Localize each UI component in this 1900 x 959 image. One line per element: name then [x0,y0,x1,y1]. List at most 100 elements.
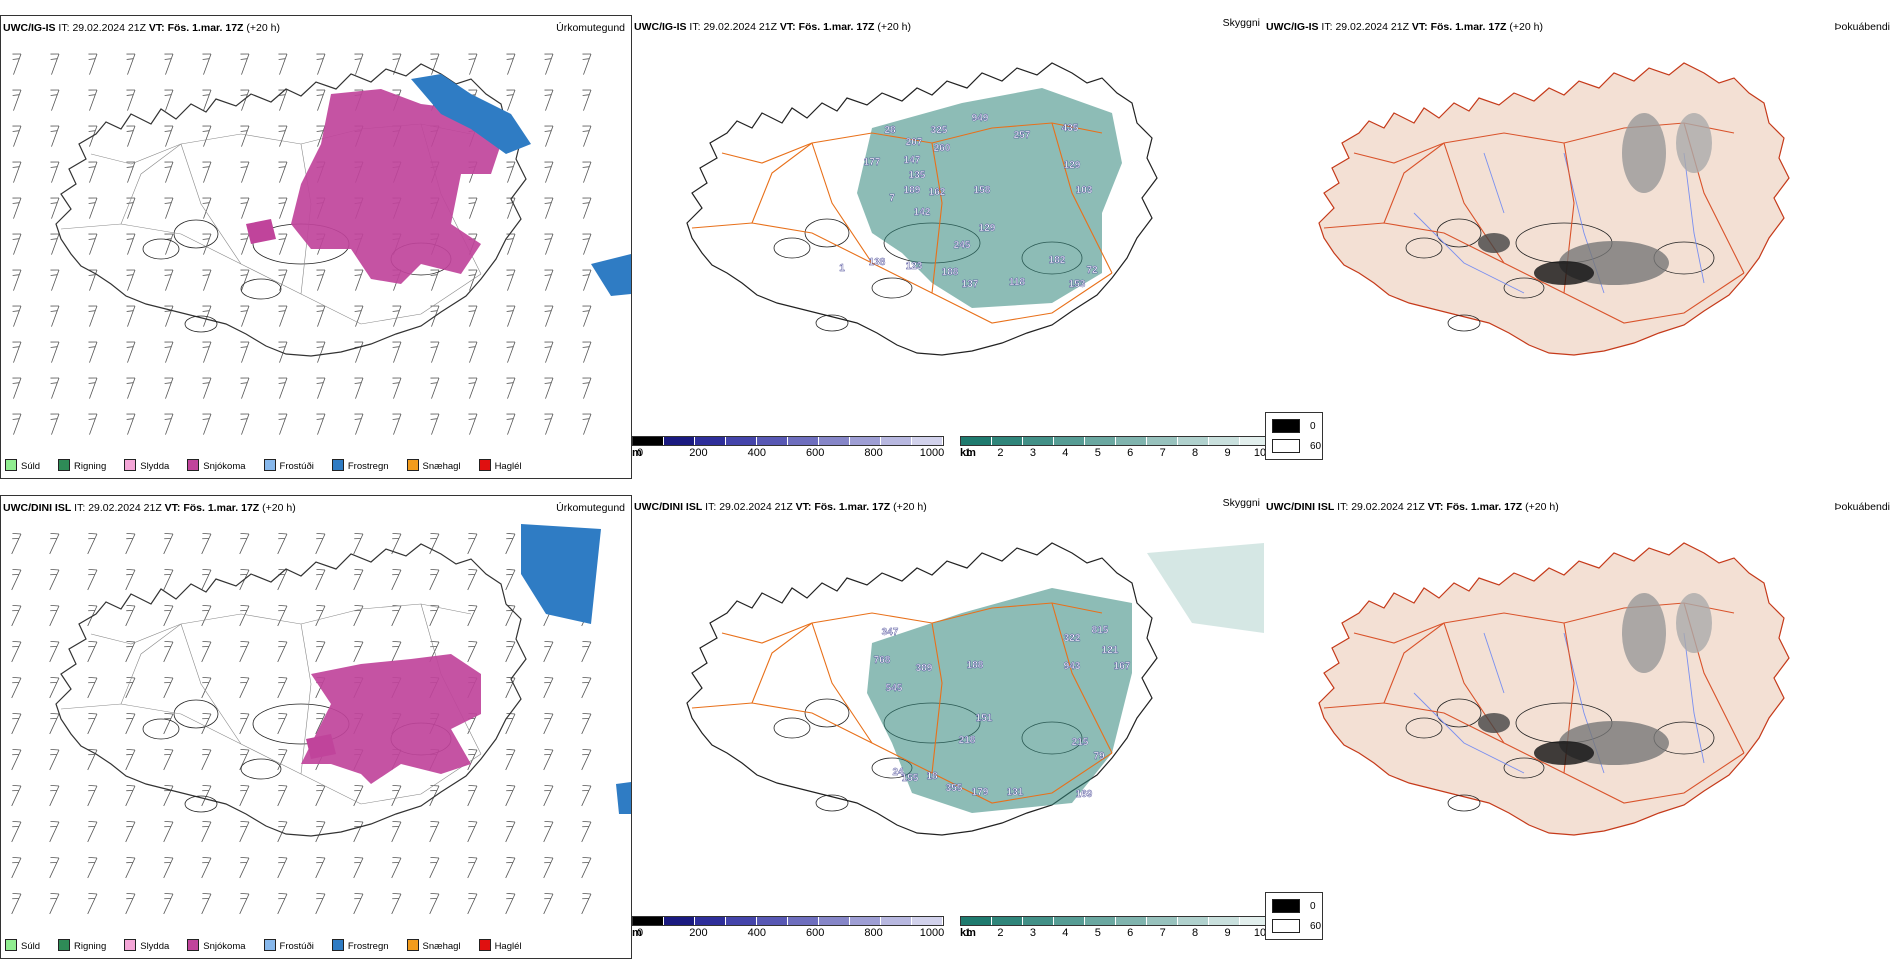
wind-barb-icon [582,305,592,327]
wind-barb-icon [353,892,364,915]
road-line [60,223,482,325]
glacier-outline [1405,237,1443,259]
wind-barb-icon [392,305,402,327]
glacier-outline [1436,218,1482,248]
wind-barb-icon [543,676,554,699]
legend-label: Frostúði [279,461,314,472]
wind-barb-icon [239,748,250,771]
legend-item: Frostúði [263,939,314,952]
wind-barb-icon [429,784,440,807]
visibility-scale-bottom: km 1 2 3 4 5 6 7 8 9 10 [960,916,1272,939]
legend-item: Frostregn [331,459,389,472]
wind-barb-icon [353,640,364,663]
wind-barb-icon [315,568,326,591]
wind-barb-icon [11,532,22,555]
wind-barb-icon [12,413,22,435]
wind-barb-icon [581,640,592,663]
wind-barb-icon [354,377,364,399]
legend-item: Haglél [478,939,522,952]
river-line [1683,632,1705,764]
wind-barb-icon [163,712,174,735]
scale-swatch [726,437,757,445]
legend-item: Snæhagl [406,459,461,472]
wind-barb-icon [582,233,592,255]
iceland-precip-map [11,524,631,915]
wind-barb-icon [544,341,554,363]
wind-barb-icon [202,413,212,435]
scale-tick-label: 7 [1159,927,1166,939]
wind-barb-icon [163,676,174,699]
wind-barb-icon [88,53,98,75]
scale-tick-label: 10 [1253,927,1267,939]
ceiling-value-label: 155 [902,773,919,784]
wind-barb-icon [581,712,592,735]
scale-swatch [1209,437,1240,445]
legend-swatch [331,459,344,471]
fog-index-area [1534,261,1594,285]
wind-barb-icon [240,89,250,111]
scale-swatch [850,917,881,925]
wind-barb-icon [581,676,592,699]
wind-barb-icon [88,305,98,327]
scale-tick-label: 8 [1192,927,1199,939]
scale-tick-label: 10 [1253,447,1267,459]
wind-barb-icon [505,640,516,663]
ceiling-value-label: 7 [889,193,895,204]
wind-barb-icon [202,89,212,111]
scale-swatch [1085,437,1116,445]
legend-swatch [58,459,71,471]
wind-barb-icon [278,197,288,219]
wind-barb-icon [277,712,288,735]
ceiling-panel-bottom: UWC/DINI ISL IT: 29.02.2024 21Z VT: Fös.… [632,495,1264,959]
wind-barb-icon [239,604,250,627]
wind-barb-icon [315,640,326,663]
wind-barb-icon [49,784,60,807]
wind-barb-icon [316,125,326,147]
fog-index-area [1534,741,1594,765]
wind-barb-icon [239,820,250,843]
scale-swatch [788,437,819,445]
glacier-outline [804,218,850,248]
wind-barb-icon [49,676,60,699]
wind-barb-icon [353,784,364,807]
iceland-fog-map [1318,62,1790,356]
panel-title: Þokuábendi [1834,21,1890,33]
wind-barb-icon [543,784,554,807]
scale-tick-label: 0 [636,927,644,939]
scale-tick-label: 400 [747,927,766,939]
scale-tick-label: 9 [1224,447,1231,459]
wind-barb-icon [163,640,174,663]
wind-barb-icon [240,341,250,363]
wind-barb-icon [126,377,136,399]
wind-barb-icon [468,305,478,327]
panel-header: UWC/DINI ISL IT: 29.02.2024 21Z VT: Fös.… [634,501,927,513]
wind-barb-icon [506,269,516,291]
wind-barb-icon [354,269,364,291]
wind-barb-icon [392,341,402,363]
wind-barb-icon [278,305,288,327]
iceland-ceiling-map: 28 207 325 949 257 435 177 147 260 135 129 189 162 15… [686,62,1158,356]
scale-tick-label: 5 [1094,447,1101,459]
ceiling-value-label: 245 [954,240,971,251]
wind-barb-icon [506,413,516,435]
wind-barb-icon [505,604,516,627]
wind-barb-icon [126,305,136,327]
wind-barb-icon [505,856,516,879]
wind-barb-icon [582,161,592,183]
wind-barb-icon [391,820,402,843]
scale-tick-label: 3 [1029,927,1036,939]
road-line [931,622,943,774]
wind-barb-icon [429,856,440,879]
wind-barb-icon [164,233,174,255]
wind-barb-icon [163,604,174,627]
wind-barb-icon [126,413,136,435]
legend-label: Súld [21,941,41,952]
wind-barb-icon [543,748,554,771]
wind-barb-icon [430,269,440,291]
road-line [1383,122,1735,224]
wind-barb-icon [12,53,22,75]
wind-barb-icon [12,341,22,363]
wind-barb-icon [164,161,174,183]
scale-swatch [881,437,912,445]
wind-barb-icon [50,125,60,147]
